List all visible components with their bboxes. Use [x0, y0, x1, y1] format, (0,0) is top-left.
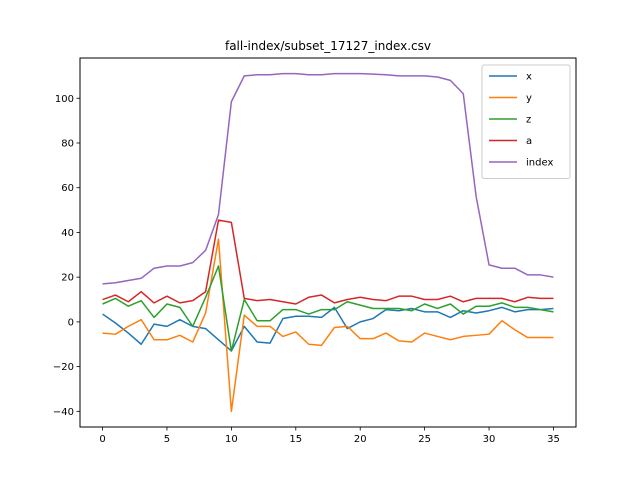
legend-label-x: x [526, 72, 532, 83]
legend-label-index: index [526, 158, 553, 169]
legend-label-a: a [526, 136, 532, 147]
chart-title: fall-index/subset_17127_index.csv [225, 39, 431, 53]
series-line-a [102, 219, 554, 305]
y-tick-label: 0 [68, 317, 74, 328]
y-tick-label: 20 [61, 273, 74, 284]
x-tick-label: 5 [164, 434, 170, 445]
y-tick-label: 100 [55, 94, 74, 105]
legend-box [481, 64, 571, 179]
x-tick-label: 25 [418, 434, 431, 445]
y-tick-label: 80 [61, 138, 74, 149]
legend-label-z: z [526, 115, 531, 126]
x-tick-label: 30 [483, 434, 496, 445]
series-line-x [102, 306, 554, 352]
axis-ticks: 0 5 10 15 20 25 30 35 −40 −20 0 20 40 60 80 100 [53, 94, 560, 445]
x-tick-label: 0 [99, 434, 105, 445]
x-tick-label: 15 [289, 434, 302, 445]
y-tick-label: −40 [53, 407, 74, 418]
axes-frame [79, 57, 577, 428]
series-line-y [102, 238, 554, 413]
x-tick-label: 10 [225, 434, 238, 445]
y-tick-label: 60 [61, 183, 74, 194]
x-tick-label: 35 [547, 434, 560, 445]
legend-label-y: y [526, 93, 532, 104]
y-tick-label: 40 [61, 228, 74, 239]
x-tick-label: 20 [354, 434, 367, 445]
series-line-z [102, 265, 554, 352]
y-tick-label: −20 [53, 362, 74, 373]
plot-area [102, 72, 554, 413]
series-line-index [102, 72, 554, 285]
